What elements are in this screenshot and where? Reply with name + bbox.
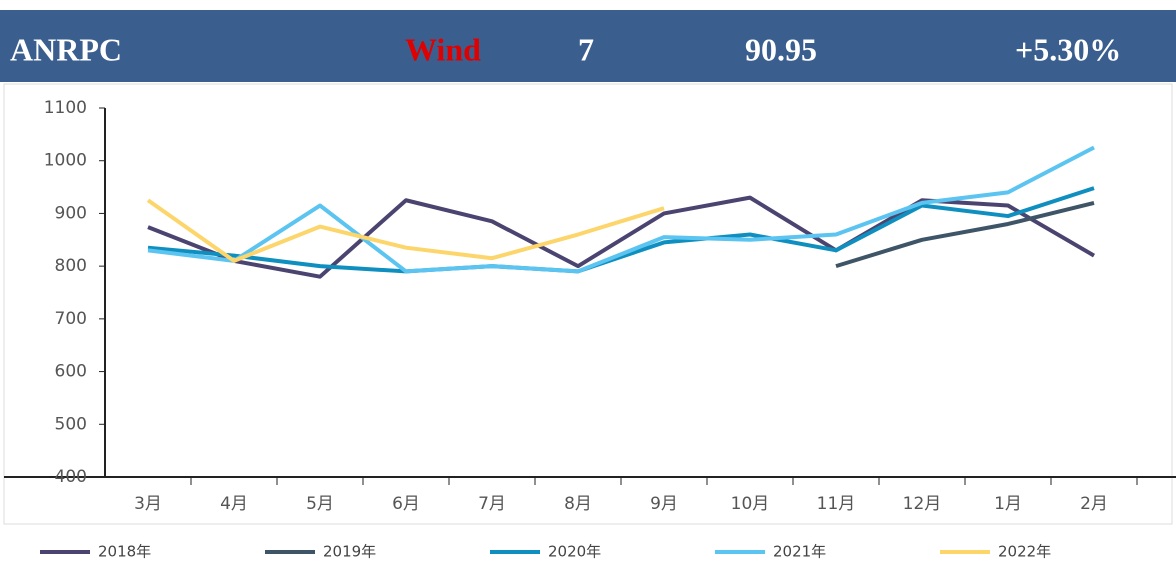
chart-frame xyxy=(3,83,1173,525)
y-tick-label: 800 xyxy=(55,256,87,276)
y-tick-label: 700 xyxy=(55,309,87,329)
x-tick-label: 11月 xyxy=(817,494,856,514)
x-tick-label: 1月 xyxy=(994,494,1022,514)
legend-label: 2022年 xyxy=(998,543,1051,561)
x-tick-label: 9月 xyxy=(650,494,678,514)
header-count: 7 xyxy=(578,31,594,67)
series-line xyxy=(147,145,1095,274)
series-line xyxy=(835,200,1095,269)
legend-label: 2018年 xyxy=(98,543,151,561)
y-tick-label: 400 xyxy=(55,467,87,487)
y-tick-label: 600 xyxy=(55,362,87,382)
y-tick-label: 1100 xyxy=(44,98,87,118)
x-tick-label: 8月 xyxy=(564,494,592,514)
header-value: 90.95 xyxy=(745,31,817,67)
x-tick-label: 3月 xyxy=(134,494,162,514)
x-tick-label: 7月 xyxy=(478,494,506,514)
header-source: ANRPC xyxy=(10,31,122,67)
header-bar xyxy=(0,10,1176,82)
y-tick-label: 500 xyxy=(55,414,87,434)
legend-label: 2021年 xyxy=(773,543,826,561)
x-tick-label: 5月 xyxy=(306,494,334,514)
x-tick-label: 6月 xyxy=(392,494,420,514)
header-change: +5.30% xyxy=(1015,31,1121,67)
x-tick-label: 4月 xyxy=(220,494,248,514)
header-provider: Wind xyxy=(405,31,481,67)
series-line xyxy=(146,198,665,263)
series-line xyxy=(147,186,1095,274)
x-tick-label: 12月 xyxy=(903,494,942,514)
y-tick-label: 900 xyxy=(55,203,87,223)
legend-label: 2020年 xyxy=(548,543,601,561)
legend-label: 2019年 xyxy=(323,543,376,561)
y-tick-label: 1000 xyxy=(44,151,87,171)
x-tick-label: 2月 xyxy=(1080,494,1108,514)
x-tick-label: 10月 xyxy=(731,494,770,514)
